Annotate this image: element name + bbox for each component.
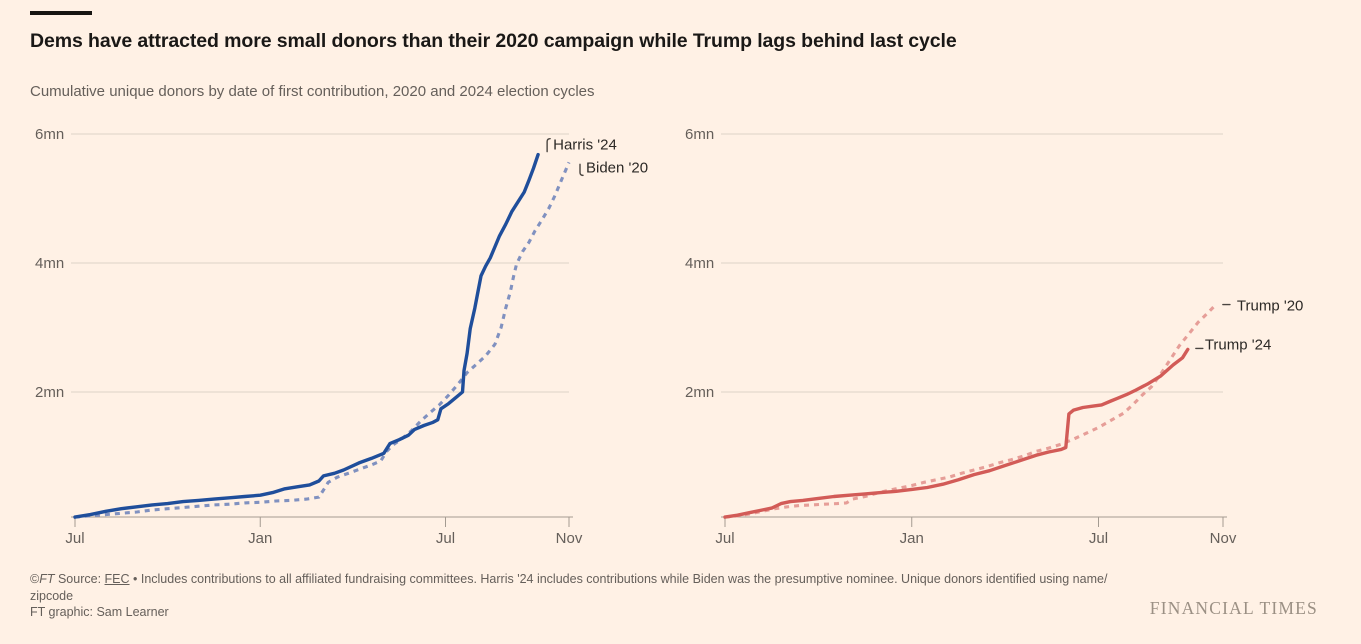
source-note: ©FT Source: FEC • Includes contributions…	[30, 571, 1340, 588]
footer: ©FT Source: FEC • Includes contributions…	[30, 571, 1340, 621]
x-axis-label-Jul: Jul	[65, 530, 84, 547]
y-axis-label-4mn: 4mn	[35, 255, 64, 272]
source-note-wrap: zipcode	[30, 588, 74, 603]
series-line-trump-20	[724, 304, 1217, 519]
y-axis-label-6mn: 6mn	[35, 126, 64, 143]
series-line-harris-24	[73, 152, 540, 519]
y-axis-label-2mn: 2mn	[35, 384, 64, 401]
label-leader	[579, 163, 584, 177]
ft-mark: FT	[39, 572, 55, 586]
x-axis-label-Nov: Nov	[556, 530, 583, 547]
x-axis-label-Jul: Jul	[715, 530, 734, 547]
x-axis-label-Jul: Jul	[1089, 530, 1108, 547]
y-axis-label-2mn: 2mn	[685, 384, 714, 401]
right-chart-trump: 2mn 4mn 6mn Jul Jan Jul Nov Trump '20 Trump '24	[685, 126, 1304, 547]
label-leader	[546, 137, 551, 153]
series-label-harris-24: Harris '24	[553, 137, 617, 154]
x-axis-label-Nov: Nov	[1210, 530, 1237, 547]
series-line-biden-20	[74, 161, 571, 519]
x-axis-label-Jul: Jul	[436, 530, 455, 547]
series-label-trump-24: Trump '24	[1205, 336, 1272, 353]
source-link-fec[interactable]: FEC	[104, 572, 130, 586]
financial-times-logo: FINANCIAL TIMES	[1149, 598, 1318, 618]
series-label-trump-20: Trump '20	[1237, 298, 1304, 315]
graphic-credit: FT graphic: Sam Learner	[30, 605, 169, 619]
copyright-symbol: ©	[30, 572, 40, 586]
y-axis-label-4mn: 4mn	[685, 255, 714, 272]
source-note-text: • Includes contributions to all affiliat…	[129, 572, 1108, 586]
charts-area: 2mn 4mn 6mn Jul Jan Jul Nov Harris '24 Biden '20…	[35, 126, 1304, 547]
series-line-trump-24	[723, 347, 1190, 519]
y-axis-label-6mn: 6mn	[685, 126, 714, 143]
top-rule	[30, 11, 92, 15]
series-label-biden-20: Biden '20	[586, 159, 648, 176]
chart-title: Dems have attracted more small donors th…	[30, 30, 957, 52]
x-axis-label-Jan: Jan	[248, 530, 272, 547]
x-axis-label-Jan: Jan	[900, 530, 924, 547]
source-label: Source:	[54, 572, 105, 586]
chart-subtitle: Cumulative unique donors by date of firs…	[30, 83, 595, 100]
left-chart-democrats: 2mn 4mn 6mn Jul Jan Jul Nov Harris '24 Biden '20	[35, 126, 648, 547]
